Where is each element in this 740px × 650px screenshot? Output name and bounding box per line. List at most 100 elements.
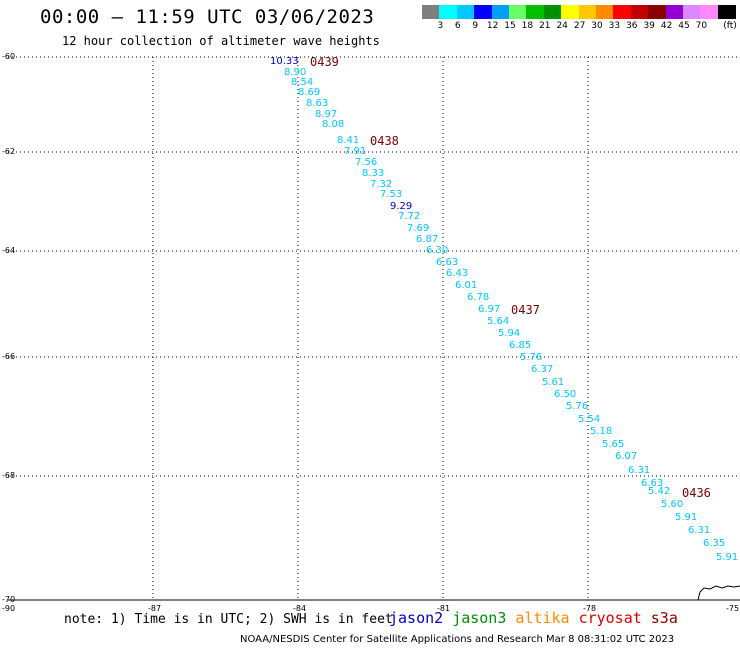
latitude-tick-label: -68 (2, 471, 16, 480)
longitude-tick-label: -81 (437, 604, 451, 613)
colorbar-swatch (474, 5, 493, 19)
swh-label: 6.97 (478, 304, 501, 315)
swh-label: 8.33 (362, 168, 385, 179)
swh-label: 6.35 (703, 538, 726, 549)
colorbar-tick-label: 24 (556, 21, 568, 31)
satellite-legend-item: altika (515, 609, 570, 627)
colorbar-tick-label: 27 (573, 21, 586, 31)
swh-label: 8.90 (284, 67, 307, 78)
colorbar-tick-label: 6 (454, 21, 461, 31)
pass-time-label: 0438 (370, 134, 399, 148)
longitude-tick-label: -84 (293, 604, 307, 613)
colorbar-tick-label: 3 (437, 21, 444, 31)
colorbar-swatch (439, 5, 458, 19)
longitude-tick-label: -90 (2, 604, 16, 613)
pass-time-label: 0436 (682, 486, 711, 500)
swh-label: 6.87 (416, 234, 439, 245)
colorbar-swatch (700, 5, 719, 19)
satellite-legend: jason2 jason3 altika cryosat s3a (389, 609, 687, 627)
swh-label: 5.94 (498, 328, 521, 339)
satellite-legend-item: cryosat (578, 609, 642, 627)
colorbar-swatch (596, 5, 614, 19)
swh-label: 7.69 (407, 223, 430, 234)
colorbar-tick-label: 30 (591, 21, 603, 31)
colorbar-swatch (665, 5, 684, 19)
latitude-tick-label: -70 (2, 595, 16, 604)
swh-label: 7.91 (344, 146, 367, 157)
swh-label: 7.32 (370, 179, 393, 190)
satellite-legend-item: jason2 (389, 609, 444, 627)
colorbar-swatch (543, 5, 562, 19)
colorbar-tick-label: 9 (472, 21, 479, 31)
colorbar-tick-label: 36 (626, 21, 638, 31)
swh-label: 6.31 (628, 465, 651, 476)
swh-label: 5.18 (590, 426, 613, 437)
swh-label: 7.56 (355, 157, 378, 168)
swh-label: 7.53 (380, 189, 403, 200)
satellite-legend-item: jason3 (452, 609, 507, 627)
colorbar-tick-label: 70 (695, 21, 708, 31)
colorbar-swatch (456, 5, 475, 19)
colorbar-swatch (509, 5, 527, 19)
colorbar-swatch (578, 5, 597, 19)
colorbar-tick-label: 42 (660, 21, 673, 31)
colorbar-swatch (561, 5, 580, 19)
pass-time-label: 0439 (310, 55, 339, 69)
satellite-legend-item: s3a (650, 609, 678, 627)
colorbar-swatch (717, 5, 736, 19)
swh-label: 6.31 (688, 525, 711, 536)
swh-label: 8.69 (298, 87, 321, 98)
pass-time-label: 0437 (511, 303, 540, 317)
swh-label: 6.85 (509, 340, 532, 351)
colorbar-tick-label: 45 (678, 21, 690, 31)
swh-label: 5.64 (487, 316, 510, 327)
swh-label: 6.07 (615, 451, 638, 462)
swh-label: 6.63 (436, 257, 459, 268)
page-subtitle: 12 hour collection of altimeter wave hei… (62, 34, 380, 48)
colorbar-swatch (422, 5, 440, 19)
colorbar-swatch (491, 5, 510, 19)
swh-label: 6.43 (446, 268, 469, 279)
colorbar-unit-label: (ft) (723, 21, 737, 31)
colorbar-legend: 3 6 9 12 15 18 21 24 27 30 33 36 39 42 45 70 (ft) (422, 5, 740, 35)
colorbar-tick-label: 39 (643, 21, 655, 31)
swh-label: 5.76 (520, 352, 543, 363)
swh-label: 9.29 (390, 201, 413, 212)
swh-label: 8.08 (322, 119, 345, 130)
swh-label: 6.50 (554, 389, 577, 400)
swh-label: 5.61 (542, 377, 565, 388)
colorbar-swatch (683, 5, 701, 19)
swh-label: 5.91 (716, 552, 739, 563)
swh-label: 6.30 (426, 245, 449, 256)
colorbar-swatch (526, 5, 545, 19)
swh-label: 10.33 (270, 56, 299, 67)
swh-label: 5.91 (675, 512, 698, 523)
latitude-tick-label: -60 (2, 52, 16, 61)
swh-label: 6.78 (467, 292, 490, 303)
swh-label: 5.65 (602, 439, 625, 450)
colorbar-swatch (630, 5, 649, 19)
latitude-tick-label: -64 (2, 246, 16, 255)
swh-label: 6.63 (641, 478, 664, 489)
colorbar-tick-label: 15 (504, 21, 516, 31)
credit-text: NOAA/NESDIS Center for Satellite Applica… (240, 634, 675, 645)
swh-label: 8.54 (291, 77, 314, 88)
swh-label: 8.41 (337, 135, 360, 146)
note-text: note: 1) Time is in UTC; 2) SWH is in fe… (64, 612, 393, 627)
swh-label: 7.72 (398, 211, 421, 222)
page-title: 00:00 – 11:59 UTC 03/06/2023 (40, 6, 375, 28)
swh-label: 5.54 (578, 414, 601, 425)
longitude-tick-label: -78 (583, 604, 597, 613)
colorbar-swatch (613, 5, 632, 19)
swh-label: 8.97 (315, 109, 338, 120)
swh-label: 6.37 (531, 364, 554, 375)
swh-label: 5.42 (648, 486, 671, 497)
swh-label: 5.76 (566, 401, 589, 412)
colorbar-tick-label: 33 (608, 21, 621, 31)
swh-label: 8.63 (306, 98, 329, 109)
longitude-tick-label: -87 (148, 604, 162, 613)
colorbar-tick-label: 12 (486, 21, 499, 31)
colorbar-tick-label: 18 (521, 21, 534, 31)
colorbar-swatch (648, 5, 667, 19)
colorbar-tick-label: 21 (539, 21, 551, 31)
